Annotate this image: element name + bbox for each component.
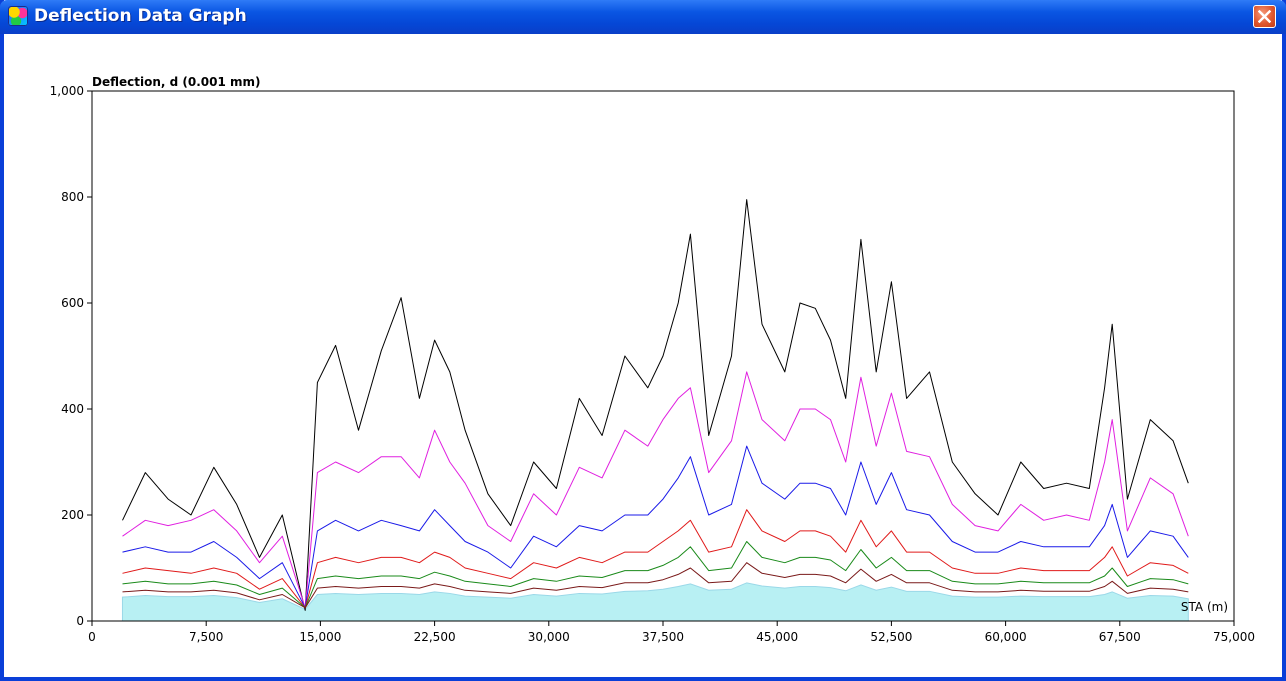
title-bar[interactable]: Deflection Data Graph	[0, 0, 1286, 34]
x-tick-label: 75,000	[1213, 630, 1255, 644]
y-tick-label: 600	[61, 296, 84, 310]
y-tick-label: 0	[76, 614, 84, 628]
x-tick-label: 37,500	[642, 630, 684, 644]
y-axis-label: Deflection, d (0.001 mm)	[92, 75, 261, 89]
x-tick-label: 22,500	[414, 630, 456, 644]
y-tick-label: 200	[61, 508, 84, 522]
x-axis-label: STA (m)	[1181, 600, 1228, 614]
x-tick-label: 45,000	[756, 630, 798, 644]
series-line-5	[122, 541, 1189, 609]
x-tick-label: 52,500	[870, 630, 912, 644]
deflection-chart: Deflection, d (0.001 mm) 0 7,500 15,000 22,…	[50, 75, 1255, 644]
series-line-4	[122, 509, 1189, 609]
x-tick-label: 60,000	[985, 630, 1027, 644]
series-line-3	[122, 445, 1189, 609]
x-tick-label: 30,000	[528, 630, 570, 644]
y-tick-label: 800	[61, 190, 84, 204]
baseline-fill-area	[121, 582, 1189, 622]
y-tick-label: 1,000	[50, 84, 84, 98]
close-button[interactable]	[1253, 5, 1276, 28]
y-tick-label: 400	[61, 402, 84, 416]
series-line-1	[122, 199, 1189, 611]
x-tick-label: 7,500	[189, 630, 223, 644]
close-icon	[1258, 10, 1271, 23]
x-tick-label: 15,000	[299, 630, 341, 644]
window-title: Deflection Data Graph	[34, 6, 247, 26]
app-icon	[8, 6, 28, 26]
x-tick-label: 0	[88, 630, 96, 644]
x-tick-label: 67,500	[1099, 630, 1141, 644]
series-line-2	[122, 371, 1189, 609]
series-line-6	[122, 562, 1189, 609]
chart-area: Deflection, d (0.001 mm) 0 7,500 15,000 22,…	[4, 34, 1282, 677]
